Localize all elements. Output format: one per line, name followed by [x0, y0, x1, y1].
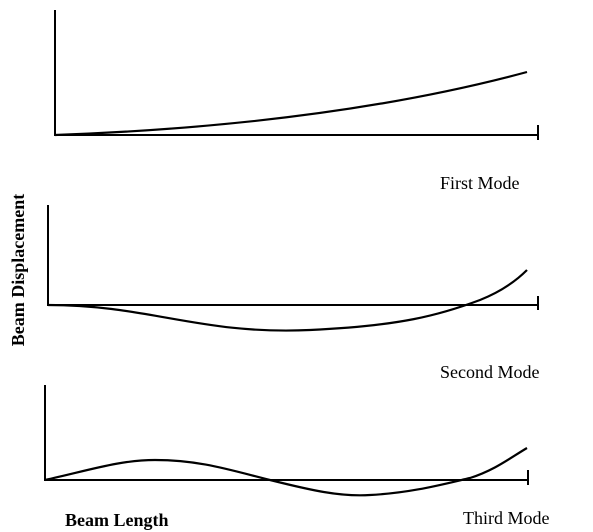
- axes: [47, 205, 538, 306]
- mode-label: Third Mode: [463, 508, 549, 528]
- mode-label: Second Mode: [440, 362, 539, 382]
- x-axis-label: Beam Length: [65, 510, 169, 530]
- third-mode-panel: Third Mode: [44, 385, 549, 528]
- axes: [44, 385, 528, 481]
- first-mode-panel: First Mode: [54, 10, 539, 193]
- mode-curve: [54, 70, 528, 137]
- y-axis-label: Beam Displacement: [8, 194, 28, 346]
- second-mode-panel: Second Mode: [47, 205, 539, 382]
- mode-curve: [47, 269, 528, 332]
- mode-label: First Mode: [440, 173, 520, 193]
- mode-curve: [44, 447, 528, 497]
